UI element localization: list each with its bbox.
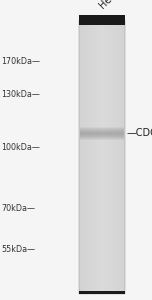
- Bar: [109, 20, 110, 294]
- Bar: [116, 20, 117, 294]
- Bar: [124, 20, 125, 294]
- Bar: [110, 20, 111, 294]
- Bar: [104, 20, 105, 294]
- Bar: [80, 133, 124, 134]
- Bar: [103, 20, 104, 294]
- Bar: [80, 134, 124, 135]
- Bar: [115, 20, 116, 294]
- Bar: [121, 20, 122, 294]
- Bar: [82, 20, 83, 294]
- Bar: [83, 20, 84, 294]
- Bar: [122, 20, 123, 294]
- Bar: [94, 20, 95, 294]
- Bar: [98, 20, 99, 294]
- Bar: [105, 20, 106, 294]
- Bar: [90, 20, 91, 294]
- Bar: [87, 20, 88, 294]
- Bar: [80, 130, 124, 131]
- Bar: [106, 20, 107, 294]
- Bar: [117, 20, 118, 294]
- Bar: [112, 20, 113, 294]
- Bar: [84, 20, 85, 294]
- Bar: [80, 20, 81, 294]
- Bar: [79, 20, 125, 294]
- Bar: [108, 20, 109, 294]
- Bar: [81, 20, 82, 294]
- Bar: [80, 129, 124, 130]
- Bar: [80, 128, 124, 129]
- Bar: [119, 20, 120, 294]
- Bar: [92, 20, 93, 294]
- Bar: [95, 20, 96, 294]
- Bar: [118, 20, 119, 294]
- Text: 100kDa—: 100kDa—: [2, 142, 40, 152]
- Text: 130kDa—: 130kDa—: [2, 90, 40, 99]
- Bar: [79, 291, 125, 294]
- Bar: [91, 20, 92, 294]
- Bar: [79, 20, 80, 294]
- Bar: [97, 20, 98, 294]
- Bar: [88, 20, 89, 294]
- Bar: [111, 20, 112, 294]
- Bar: [80, 137, 124, 138]
- Bar: [80, 132, 124, 133]
- Bar: [80, 138, 124, 139]
- Bar: [80, 131, 124, 132]
- Text: 70kDa—: 70kDa—: [2, 204, 36, 213]
- Bar: [102, 20, 103, 294]
- Bar: [96, 20, 97, 294]
- Bar: [80, 136, 124, 137]
- Bar: [101, 20, 102, 294]
- Bar: [79, 15, 125, 25]
- Bar: [107, 20, 108, 294]
- Bar: [113, 20, 114, 294]
- Bar: [80, 139, 124, 140]
- Text: 170kDa—: 170kDa—: [2, 57, 41, 66]
- Bar: [120, 20, 121, 294]
- Bar: [80, 127, 124, 128]
- Bar: [99, 20, 100, 294]
- Bar: [114, 20, 115, 294]
- Bar: [123, 20, 124, 294]
- Bar: [80, 140, 124, 141]
- Text: —CDC27: —CDC27: [127, 128, 152, 139]
- Bar: [93, 20, 94, 294]
- Bar: [80, 135, 124, 136]
- Bar: [86, 20, 87, 294]
- Bar: [89, 20, 90, 294]
- Bar: [100, 20, 101, 294]
- Text: 55kDa—: 55kDa—: [2, 244, 36, 253]
- Text: HeLa: HeLa: [97, 0, 122, 11]
- Bar: [85, 20, 86, 294]
